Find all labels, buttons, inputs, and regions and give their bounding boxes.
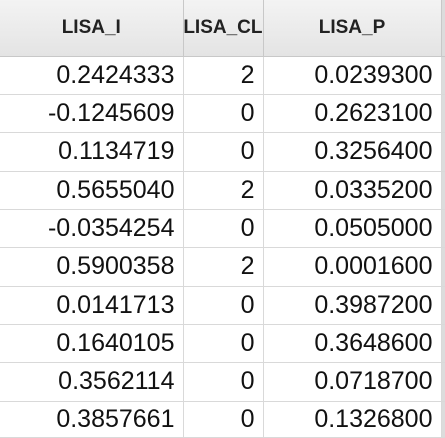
column-header-lisa-i[interactable]: LISA_I	[0, 0, 184, 57]
row-edge	[441, 247, 445, 287]
header-row: LISA_I LISA_CL LISA_P	[0, 0, 445, 57]
cell-lisa-cl[interactable]: 0	[183, 94, 264, 134]
row-edge	[441, 286, 445, 325]
cell-lisa-cl[interactable]: 0	[183, 401, 264, 438]
cell-lisa-i[interactable]: 0.3857661	[0, 401, 184, 438]
cell-lisa-p[interactable]: 0.0718700	[263, 362, 442, 402]
table-row[interactable]: 0.3562114 0 0.0718700	[0, 362, 445, 402]
table-row[interactable]: -0.1245609 0 0.2623100	[0, 94, 445, 134]
cell-lisa-p[interactable]: 0.2623100	[263, 94, 442, 134]
cell-lisa-i[interactable]: -0.0354254	[0, 209, 184, 249]
table-row[interactable]: 0.5900358 2 0.0001600	[0, 247, 445, 287]
cell-lisa-p[interactable]: 0.3256400	[263, 132, 442, 172]
table-row[interactable]: 0.0141713 0 0.3987200	[0, 286, 445, 325]
column-header-lisa-p[interactable]: LISA_P	[263, 0, 442, 57]
table-row[interactable]: 0.2424333 2 0.0239300	[0, 56, 445, 95]
cell-lisa-i[interactable]: 0.1134719	[0, 132, 184, 172]
table-row[interactable]: 0.3857661 0 0.1326800	[0, 401, 445, 438]
cell-lisa-cl[interactable]: 0	[183, 324, 264, 364]
cell-lisa-cl[interactable]: 0	[183, 286, 264, 325]
cell-lisa-p[interactable]: 0.3987200	[263, 286, 442, 325]
column-header-lisa-cl[interactable]: LISA_CL	[183, 0, 264, 57]
cell-lisa-p[interactable]: 0.3648600	[263, 324, 442, 364]
cell-lisa-cl[interactable]: 0	[183, 132, 264, 172]
row-edge	[441, 401, 445, 438]
cell-lisa-i[interactable]: 0.5655040	[0, 171, 184, 210]
row-edge	[441, 56, 445, 95]
cell-lisa-i[interactable]: -0.1245609	[0, 94, 184, 134]
cell-lisa-i[interactable]: 0.2424333	[0, 56, 184, 95]
row-edge	[441, 132, 445, 172]
cell-lisa-i[interactable]: 0.5900358	[0, 247, 184, 287]
row-edge	[441, 94, 445, 134]
cell-lisa-i[interactable]: 0.0141713	[0, 286, 184, 325]
row-edge	[441, 171, 445, 210]
cell-lisa-p[interactable]: 0.0505000	[263, 209, 442, 249]
cell-lisa-p[interactable]: 0.0001600	[263, 247, 442, 287]
header-edge	[441, 0, 445, 57]
table-row[interactable]: -0.0354254 0 0.0505000	[0, 209, 445, 249]
cell-lisa-cl[interactable]: 2	[183, 247, 264, 287]
cell-lisa-cl[interactable]: 2	[183, 56, 264, 95]
cell-lisa-cl[interactable]: 0	[183, 362, 264, 402]
cell-lisa-p[interactable]: 0.0335200	[263, 171, 442, 210]
cell-lisa-cl[interactable]: 0	[183, 209, 264, 249]
row-edge	[441, 209, 445, 249]
table-row[interactable]: 0.1134719 0 0.3256400	[0, 132, 445, 172]
cell-lisa-cl[interactable]: 2	[183, 171, 264, 210]
cell-lisa-i[interactable]: 0.3562114	[0, 362, 184, 402]
cell-lisa-i[interactable]: 0.1640105	[0, 324, 184, 364]
table-row[interactable]: 0.1640105 0 0.3648600	[0, 324, 445, 364]
row-edge	[441, 362, 445, 402]
cell-lisa-p[interactable]: 0.0239300	[263, 56, 442, 95]
table-row[interactable]: 0.5655040 2 0.0335200	[0, 171, 445, 210]
row-edge	[441, 324, 445, 364]
cell-lisa-p[interactable]: 0.1326800	[263, 401, 442, 438]
